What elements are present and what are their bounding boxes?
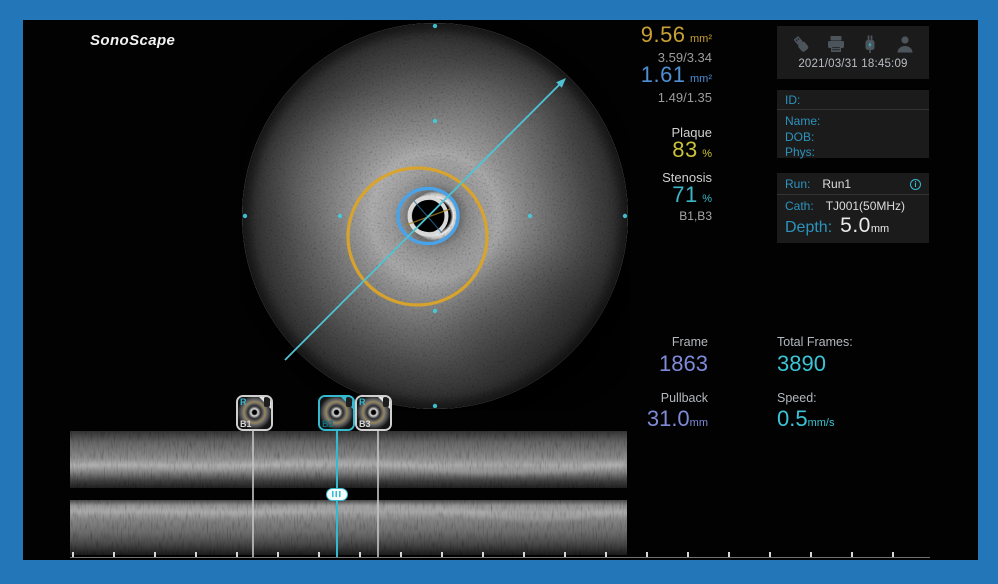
ruler-tick xyxy=(728,552,730,557)
catheter-row: Cath: TJ001(50MHz) xyxy=(777,195,929,213)
patient-info-panel[interactable]: ID: Name: DOB: Phys: xyxy=(777,90,929,159)
frame-slider-handle[interactable] xyxy=(326,488,348,501)
user-icon[interactable] xyxy=(894,33,916,55)
ruler-tick xyxy=(687,552,689,557)
bookmark-tag-icon xyxy=(346,397,352,407)
patient-id-label: ID: xyxy=(777,90,929,110)
bookmark-thumbnail-b1[interactable]: R B1 xyxy=(236,395,273,431)
plug-icon[interactable] xyxy=(859,33,881,55)
cath-label: Cath: xyxy=(785,199,814,213)
depth-value: 5.0 xyxy=(840,214,871,237)
reference-marker: R xyxy=(240,397,247,407)
pullback-label: Pullback xyxy=(660,390,708,405)
total-frames-label: Total Frames: xyxy=(777,335,853,349)
ruler-tick xyxy=(482,552,484,557)
patient-dob-label: DOB: xyxy=(785,129,815,144)
stenosis-reference-bookmarks: B1,B3 xyxy=(679,209,712,223)
frame-label: Frame xyxy=(671,335,708,349)
run-label: Run: xyxy=(785,177,811,191)
bookmark-tag-icon xyxy=(383,397,389,407)
depth-label: Depth: xyxy=(785,219,833,236)
plaque-label: Plaque xyxy=(671,125,712,140)
frame-info-left: Frame 1863 Pullback 31.0mm xyxy=(558,336,708,430)
patient-name-label: Name: xyxy=(785,114,821,128)
depth-row: Depth: 5.0 mm xyxy=(777,213,929,238)
ruler-tick xyxy=(769,552,771,557)
ruler-tick xyxy=(318,552,320,557)
ruler-tick xyxy=(605,552,607,557)
bookmark-line-b1 xyxy=(252,431,254,557)
reference-marker: R xyxy=(359,397,366,407)
bookmark-thumbnail-b2[interactable]: B2 xyxy=(318,395,355,431)
ruler-tick xyxy=(851,552,853,557)
frame-info-right: Total Frames: 3890 Speed: 0.5mm/s xyxy=(777,336,927,430)
lumen-area-value: 1.61 mm² xyxy=(640,62,712,87)
depth-unit: mm xyxy=(870,223,890,235)
ruler-tick xyxy=(810,552,812,557)
bookmark-line-b3 xyxy=(377,431,379,557)
ruler-tick xyxy=(72,552,74,557)
stenosis-label: Stenosis xyxy=(662,170,712,185)
ild-longitudinal-view[interactable] xyxy=(70,431,627,556)
printer-icon[interactable] xyxy=(825,33,847,55)
ruler-tick xyxy=(523,552,525,557)
pullback-value: 31.0mm xyxy=(646,406,708,431)
vessel-area-value: 9.56 mm² xyxy=(640,22,712,47)
speed-label: Speed: xyxy=(777,390,817,405)
info-icon[interactable] xyxy=(910,178,921,190)
ruler-tick xyxy=(441,552,443,557)
run-selector[interactable]: Run: Run1 xyxy=(777,173,929,195)
ruler-tick xyxy=(236,552,238,557)
run-value: Run1 xyxy=(822,177,852,191)
ruler-tick xyxy=(564,552,566,557)
lumen-diameters: 1.49/1.35 xyxy=(657,90,712,105)
ruler-tick xyxy=(646,552,648,557)
ruler-tick xyxy=(400,552,402,557)
vessel-diameters: 3.59/3.34 xyxy=(657,50,712,65)
ivus-cross-section-view[interactable] xyxy=(240,21,630,411)
measurement-results: 9.56 mm² 3.59/3.34 1.61 mm² 1.49/1.35 Pl… xyxy=(568,22,712,223)
ild-strip-top xyxy=(70,431,627,488)
ruler-tick xyxy=(277,552,279,557)
measurement-axis-arrow[interactable] xyxy=(284,78,566,361)
pullback-ruler xyxy=(70,551,930,558)
total-frames-value: 3890 xyxy=(777,350,826,376)
patient-phys-label: Phys: xyxy=(785,145,816,159)
ruler-tick xyxy=(195,552,197,557)
bookmark-thumbnail-b3[interactable]: R B3 xyxy=(355,395,392,431)
ruler-tick xyxy=(892,552,894,557)
system-timestamp: 2021/03/31 18:45:09 xyxy=(798,58,908,70)
bookmark-label: B1 xyxy=(240,419,252,429)
ruler-tick xyxy=(113,552,115,557)
stenosis-value: 71 % xyxy=(672,182,712,207)
speed-value: 0.5mm/s xyxy=(777,406,835,431)
run-settings-panel: Run: Run1 Cath: TJ001(50MHz) Depth: 5.0 … xyxy=(777,173,929,243)
lumen-contour[interactable] xyxy=(396,186,460,246)
usb-icon[interactable] xyxy=(790,33,812,55)
frame-value: 1863 xyxy=(659,350,708,376)
ruler-tick xyxy=(359,552,361,557)
plaque-value: 83 % xyxy=(672,137,712,162)
scale-dot-markers xyxy=(242,23,628,409)
cath-value: TJ001(50MHz) xyxy=(825,199,906,213)
main-screen: SonoScape xyxy=(23,20,978,560)
ild-strip-bottom xyxy=(70,500,627,555)
catheter-ring xyxy=(407,195,449,237)
sonoscape-logo: SonoScape xyxy=(90,32,176,49)
status-panel: 2021/03/31 18:45:09 xyxy=(777,26,929,79)
bookmark-label: B2 xyxy=(322,419,334,429)
ruler-tick xyxy=(154,552,156,557)
bookmark-tag-icon xyxy=(264,397,270,407)
vessel-contour[interactable] xyxy=(346,166,489,307)
bookmark-label: B3 xyxy=(359,419,371,429)
